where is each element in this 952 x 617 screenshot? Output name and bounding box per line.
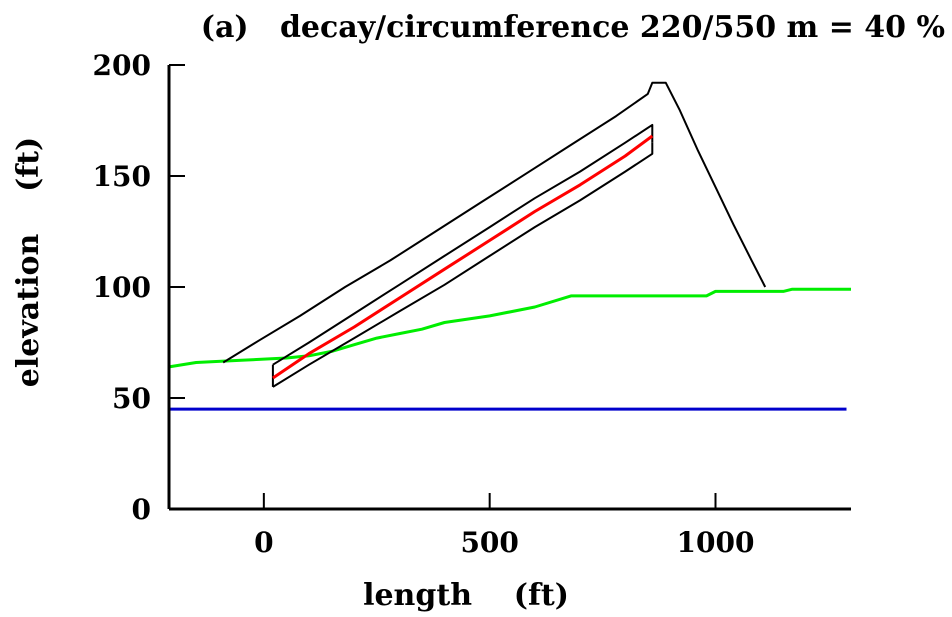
plot-area: 0 500 1000 0 50 100 150 200: [93, 49, 851, 559]
x-axis-label: length (ft): [363, 578, 569, 613]
series-line-6: [272, 134, 654, 380]
ticks-layer: 0 500 1000 0 50 100 150 200: [93, 49, 755, 559]
y-tick-label: 0: [132, 493, 151, 526]
y-tick-label: 100: [93, 271, 151, 304]
x-tick-label: 500: [460, 526, 518, 559]
x-tick-label: 0: [254, 526, 273, 559]
series-layer: [168, 81, 851, 411]
chart-title: (a) decay/circumference 220/550 m = 40 %: [201, 10, 945, 45]
series-line-1: [168, 287, 851, 369]
y-axis-label: elevation (ft): [11, 137, 46, 387]
series-line-3: [272, 123, 654, 366]
y-tick-label: 50: [112, 382, 151, 415]
x-tick-label: 1000: [677, 526, 755, 559]
series-line-5: [272, 142, 654, 388]
y-tick-label: 150: [93, 160, 151, 193]
y-tick-label: 200: [93, 49, 151, 82]
axes-layer: [167, 65, 851, 511]
series-line-2: [222, 81, 767, 364]
